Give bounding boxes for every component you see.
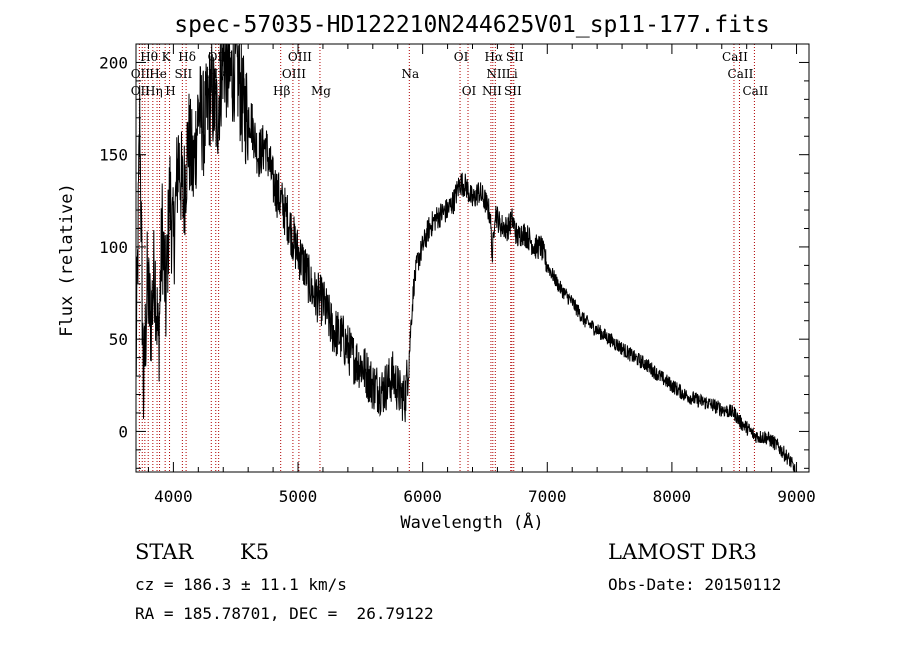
line-label-22: Hβ: [273, 84, 290, 98]
survey-name: LAMOST DR3: [608, 540, 757, 564]
line-label-24: OI: [462, 84, 477, 98]
line-label-6: Hα: [485, 50, 504, 64]
y-tick-label: 100: [99, 238, 128, 257]
object-class: STAR: [135, 540, 194, 564]
line-label-5: OI: [454, 50, 469, 64]
line-label-2: Hδ: [178, 50, 196, 64]
line-label-27: CaII: [742, 84, 768, 98]
line-label-4: OIII: [288, 50, 312, 64]
line-label-7: SII: [506, 50, 524, 64]
line-label-17: CaII: [728, 67, 754, 81]
y-tick-label: 200: [99, 53, 128, 72]
line-label-1: K: [162, 50, 172, 64]
x-axis-ticks: 4000 5000 6000 7000 8000 9000: [147, 44, 816, 506]
coordinates: RA = 185.78701, DEC = 26.79122: [135, 604, 434, 623]
line-label-13: OIII: [282, 67, 306, 81]
x-tick-label: 7000: [528, 487, 567, 506]
x-tick-label: 5000: [279, 487, 318, 506]
line-label-9: OII: [131, 67, 151, 81]
observation-date: Obs-Date: 20150112: [608, 575, 782, 594]
y-axis-label: Flux (relative): [57, 183, 77, 337]
line-label-19: Hη: [145, 84, 163, 98]
line-label-25: NII: [482, 84, 502, 98]
line-label-14: Na: [401, 67, 419, 81]
chart-title: spec-57035-HD122210N244625V01_sp11-177.f…: [174, 12, 769, 38]
line-label-16: Li: [506, 67, 518, 81]
line-label-0: Hθ: [140, 50, 158, 64]
y-tick-label: 50: [109, 330, 128, 349]
line-label-15: NII: [486, 67, 506, 81]
x-tick-label: 4000: [154, 487, 193, 506]
y-tick-label: 150: [99, 146, 128, 165]
line-label-20: H: [165, 84, 175, 98]
line-label-10: He: [149, 67, 167, 81]
spectral-lines: [138, 44, 755, 472]
spectrum-series-line: [135, 43, 796, 473]
line-label-23: Mg: [311, 84, 331, 98]
line-label-26: SII: [504, 84, 522, 98]
x-tick-label: 6000: [403, 487, 442, 506]
x-axis-label: Wavelength (Å): [400, 511, 543, 533]
y-axis-ticks: 0 50 100 150 200: [99, 43, 809, 469]
y-tick-label: 0: [118, 422, 128, 441]
redshift-velocity: cz = 186.3 ± 11.1 km/s: [135, 575, 347, 594]
line-label-8: CaII: [722, 50, 748, 64]
line-label-11: SII: [175, 67, 193, 81]
x-tick-label: 9000: [777, 487, 816, 506]
object-subclass: K5: [240, 540, 270, 564]
x-tick-label: 8000: [653, 487, 692, 506]
